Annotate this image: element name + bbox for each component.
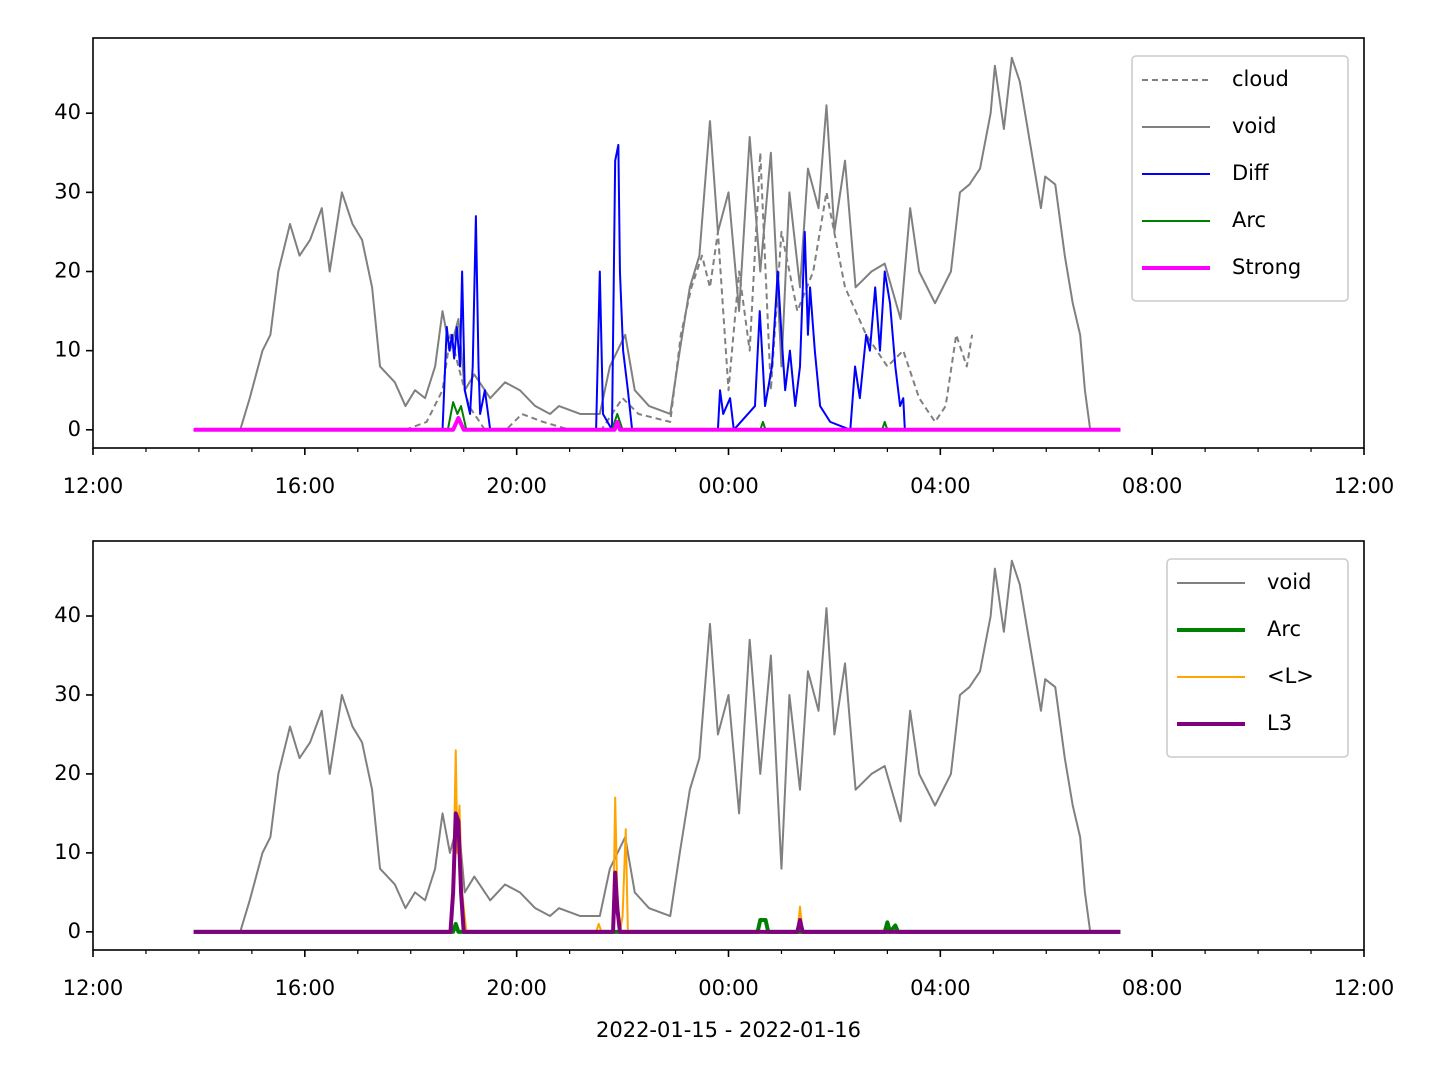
- y-tick-label: 10: [54, 338, 81, 362]
- x-tick-label: 12:00: [1334, 474, 1395, 498]
- y-tick-label: 30: [54, 682, 81, 706]
- legend-label: void: [1267, 570, 1311, 594]
- x-tick-label: 20:00: [486, 474, 547, 498]
- legend-box: [1131, 55, 1349, 302]
- x-tick-label: 16:00: [275, 976, 336, 1000]
- series-line: [193, 56, 1121, 431]
- x-tick-label: 08:00: [1122, 976, 1183, 1000]
- x-tick-label: 00:00: [698, 474, 759, 498]
- series-line: [193, 811, 1121, 934]
- y-tick-label: 10: [54, 840, 81, 864]
- plot: 0 10 20 30 40 12:00 16:00 20:00 00:00 04:00 08:00 1…: [54, 37, 1395, 498]
- series-line: [193, 559, 1121, 933]
- series-line: [193, 401, 1121, 431]
- legend-label: <L>: [1267, 664, 1314, 688]
- x-axis-label: 2022-01-15 - 2022-01-16: [596, 1018, 861, 1042]
- x-tick-label: 12:00: [1334, 976, 1395, 1000]
- y-tick-label: 20: [54, 258, 81, 282]
- legend: void Arc <L> L3: [1166, 558, 1349, 758]
- x-tick-label: 08:00: [1122, 474, 1183, 498]
- y-tick-label: 40: [54, 603, 81, 627]
- y-tick-label: 0: [68, 417, 81, 441]
- legend-label: L3: [1267, 711, 1292, 735]
- x-tick-label: 12:00: [63, 474, 124, 498]
- legend-label: cloud: [1232, 67, 1289, 91]
- y-tick-label: 30: [54, 179, 81, 203]
- series-line: [193, 415, 1121, 432]
- legend-label: Strong: [1232, 255, 1301, 279]
- legend-label: Arc: [1267, 617, 1301, 641]
- series-line: [193, 918, 1121, 934]
- plot: 0 10 20 30 40 12:00 16:00 20:00 00:00 04:00 08:00 1…: [54, 540, 1395, 1042]
- x-tick-label: 04:00: [910, 474, 971, 498]
- legend-label: void: [1232, 114, 1276, 138]
- x-tick-label: 04:00: [910, 976, 971, 1000]
- series-line: [193, 143, 1121, 431]
- y-tick-label: 40: [54, 100, 81, 124]
- series-line: [193, 749, 1121, 933]
- legend-label: Arc: [1232, 208, 1266, 232]
- x-tick-label: 12:00: [63, 976, 124, 1000]
- x-tick-label: 20:00: [486, 976, 547, 1000]
- y-tick-label: 20: [54, 761, 81, 785]
- y-tick-label: 0: [68, 919, 81, 943]
- legend-label: Diff: [1232, 161, 1269, 185]
- legend-box: [1166, 558, 1349, 758]
- legend: cloud void Diff Arc Strong: [1131, 55, 1349, 302]
- x-tick-label: 16:00: [275, 474, 336, 498]
- x-tick-label: 00:00: [698, 976, 759, 1000]
